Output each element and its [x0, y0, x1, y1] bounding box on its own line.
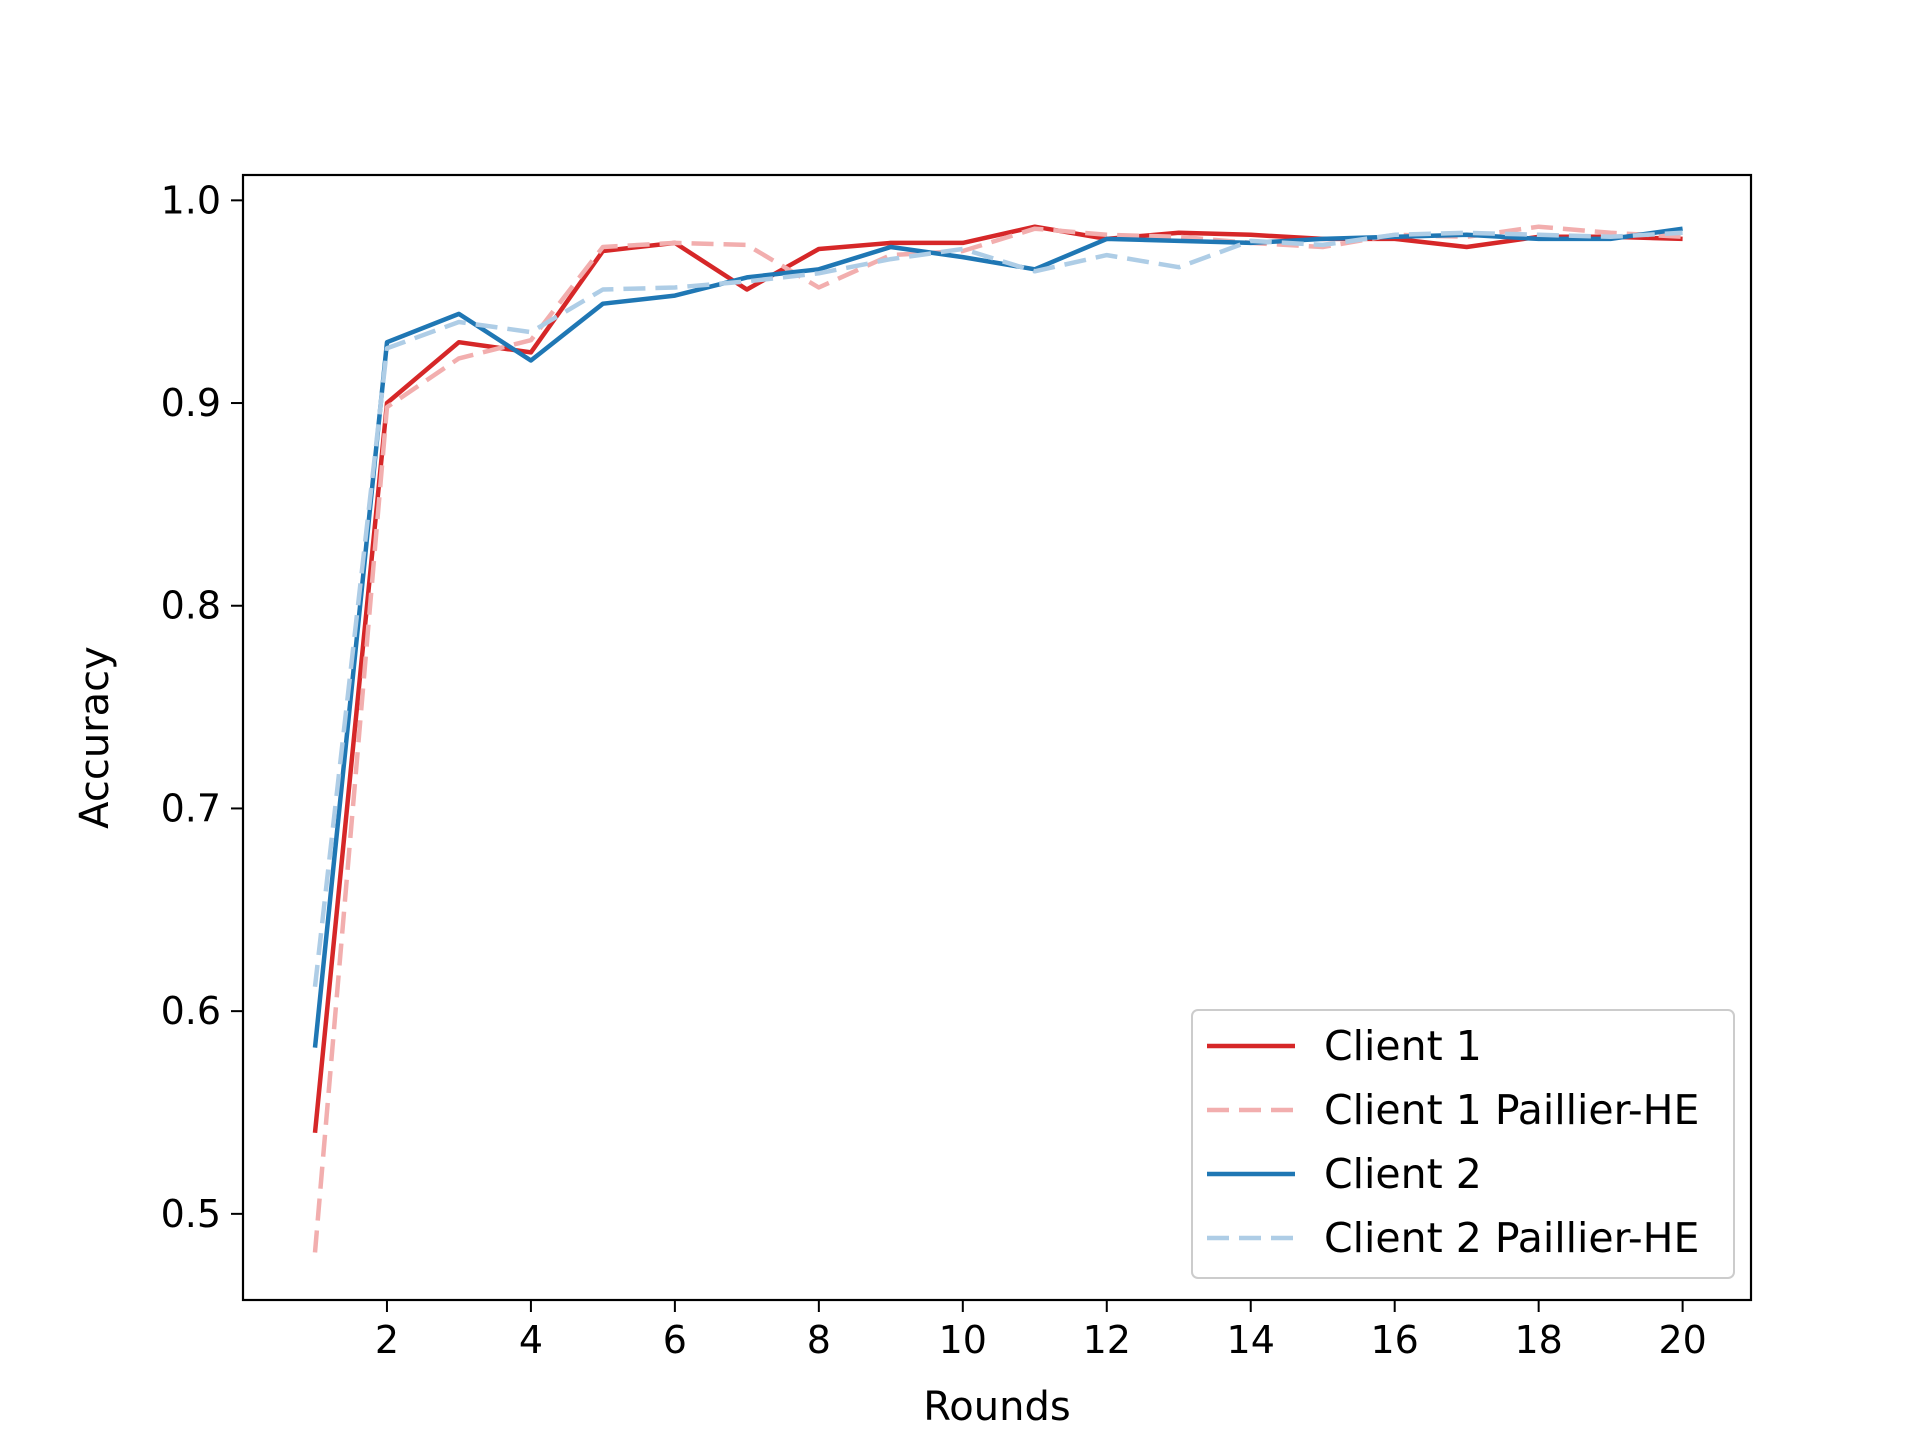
plot-frame	[241, 173, 1753, 1302]
x-axis: 2 4 6 8 10 12 14 16 18 20	[375, 1300, 1707, 1362]
series-line-4	[312, 230, 1683, 988]
y-tick-label: 0.9	[161, 381, 221, 425]
x-tick-label: 12	[1083, 1318, 1131, 1362]
x-tick-label: 2	[375, 1318, 399, 1362]
y-tick-label: 0.8	[161, 584, 221, 628]
y-tick-label: 1.0	[161, 178, 221, 222]
x-tick-label: 4	[519, 1318, 543, 1362]
x-tick-label: 8	[807, 1318, 831, 1362]
x-tick-label: 18	[1514, 1318, 1562, 1362]
legend-label: Client 1	[1324, 1022, 1482, 1070]
y-axis-title: Accuracy	[72, 646, 118, 829]
x-tick-label: 20	[1658, 1318, 1706, 1362]
x-tick-label: 6	[663, 1318, 687, 1362]
y-tick-label: 0.5	[161, 1192, 221, 1236]
legend: Client 1 Client 1 Paillier-HE Client 2 Clie…	[1191, 1009, 1735, 1279]
legend-label: Client 1 Paillier-HE	[1324, 1086, 1699, 1134]
x-axis-title: Rounds	[923, 1384, 1070, 1430]
legend-label: Client 2	[1324, 1150, 1482, 1198]
series-line-1	[312, 224, 1683, 1134]
y-tick-label: 0.7	[161, 786, 221, 830]
y-tick-label: 0.6	[161, 989, 221, 1033]
legend-box	[1191, 1009, 1735, 1279]
x-tick-label: 16	[1371, 1318, 1419, 1362]
y-axis: 0.5 0.6 0.7 0.8 0.9 1.0	[161, 178, 243, 1236]
x-tick-label: 14	[1227, 1318, 1275, 1362]
legend-label: Client 2 Paillier-HE	[1324, 1214, 1699, 1262]
series-lines	[312, 224, 1683, 1253]
x-tick-label: 10	[939, 1318, 987, 1362]
